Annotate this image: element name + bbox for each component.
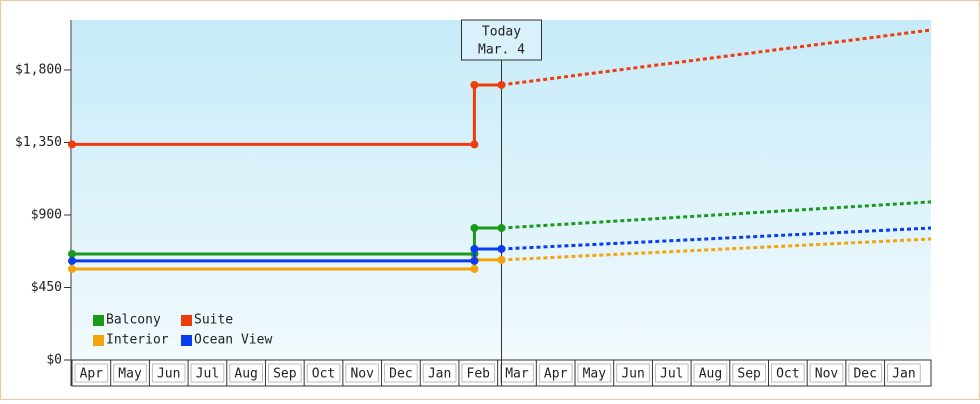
x-tick-label: Jan <box>428 367 451 382</box>
point <box>68 256 76 265</box>
x-tick-label: May <box>583 367 607 382</box>
legend-label: Suite <box>194 313 233 328</box>
x-tick-label: Jun <box>157 367 180 382</box>
legend-label: Balcony <box>106 313 161 328</box>
month-cell <box>229 363 263 383</box>
y-tick-label: $1,800 <box>15 62 62 77</box>
month-cell <box>577 363 612 383</box>
y-tick-label: $0 <box>46 353 62 368</box>
legend-swatch <box>93 335 104 346</box>
x-tick-label: Jan <box>892 367 915 382</box>
x-tick-label: Oct <box>312 367 335 382</box>
x-tick-label: Aug <box>234 367 257 382</box>
month-cell <box>384 363 418 383</box>
month-cell <box>887 363 921 383</box>
point <box>470 244 479 253</box>
x-tick-label: Dec <box>389 367 412 382</box>
point <box>497 80 506 89</box>
month-cell <box>306 363 341 383</box>
x-tick-label: Nov <box>815 367 839 382</box>
month-cell <box>422 363 457 383</box>
month-cell <box>732 363 766 383</box>
today-date: Mar. 4 <box>478 43 525 58</box>
today-box <box>461 19 542 61</box>
month-cell <box>500 363 534 383</box>
month-cell <box>616 363 650 383</box>
forecast-line <box>501 200 932 230</box>
point <box>470 224 479 233</box>
x-tick-label: Apr <box>544 367 568 382</box>
x-tick-label: Nov <box>350 367 374 382</box>
point <box>497 244 506 253</box>
point <box>470 264 479 273</box>
month-cell <box>267 363 302 383</box>
point <box>470 256 479 265</box>
x-tick-label: Dec <box>853 367 876 382</box>
month-cell <box>461 363 496 383</box>
y-tick-label: $450 <box>31 280 62 295</box>
point <box>470 140 479 149</box>
month-cell <box>190 363 225 383</box>
month-cell <box>151 363 186 383</box>
series-line <box>72 226 502 256</box>
month-cell <box>538 363 573 383</box>
x-tick-label: Jun <box>621 367 644 382</box>
forecast-line <box>501 237 932 262</box>
x-tick-label: Mar <box>505 367 529 382</box>
legend-swatch <box>181 315 192 326</box>
legend-label: Interior <box>106 333 169 348</box>
x-tick-label: Jul <box>660 367 683 382</box>
legend-swatch <box>93 315 104 326</box>
month-cell <box>848 363 883 383</box>
today-label: Today <box>482 25 521 40</box>
x-tick-label: Sep <box>273 367 297 382</box>
month-cell <box>345 363 380 383</box>
month-cell <box>770 363 805 383</box>
forecast-line <box>501 28 932 87</box>
point <box>68 140 76 149</box>
point <box>68 264 76 273</box>
x-tick-label: May <box>118 367 142 382</box>
x-tick-label: Apr <box>80 367 104 382</box>
legend-swatch <box>181 335 192 346</box>
month-cell <box>809 363 844 383</box>
x-tick-label: Feb <box>467 367 491 382</box>
point <box>497 255 506 264</box>
month-cell <box>693 363 728 383</box>
point <box>68 249 76 258</box>
x-tick-label: Aug <box>699 367 722 382</box>
legend-label: Ocean View <box>194 333 272 348</box>
point <box>470 80 479 89</box>
month-cell <box>654 363 689 383</box>
month-cell <box>113 363 147 383</box>
x-tick-label: Oct <box>776 367 799 382</box>
series-line <box>72 247 502 263</box>
x-tick-label: Sep <box>737 367 761 382</box>
x-tick-label: Jul <box>196 367 219 382</box>
point <box>497 224 506 233</box>
series-line <box>72 83 502 146</box>
y-tick-label: $900 <box>31 207 62 222</box>
forecast-line <box>501 226 932 251</box>
month-cell <box>74 363 109 383</box>
y-tick-label: $1,350 <box>15 135 62 150</box>
